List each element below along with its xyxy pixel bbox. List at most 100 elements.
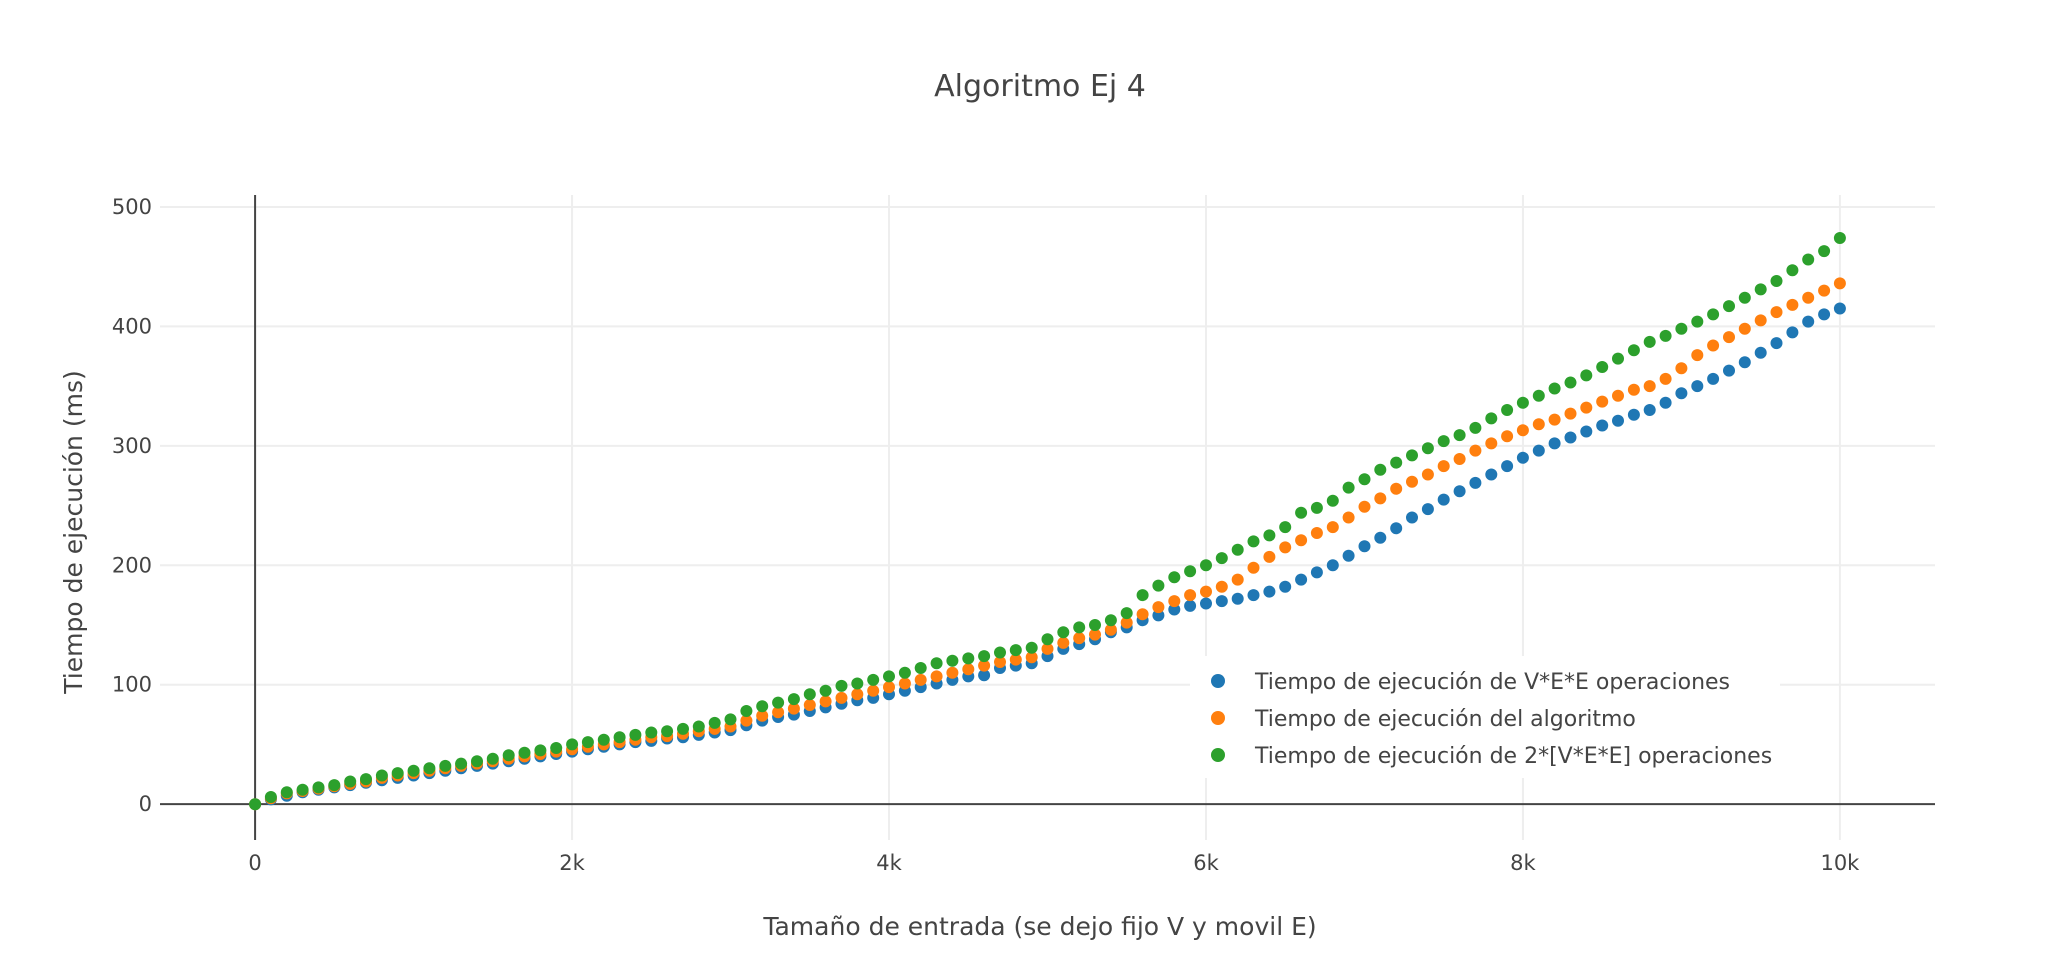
data-point[interactable]: [835, 691, 848, 704]
data-point[interactable]: [946, 654, 959, 667]
data-point[interactable]: [851, 688, 864, 701]
data-point[interactable]: [1358, 500, 1371, 513]
data-point[interactable]: [1279, 521, 1292, 534]
data-point[interactable]: [1627, 408, 1640, 421]
data-point[interactable]: [1310, 566, 1323, 579]
data-point[interactable]: [740, 705, 753, 717]
data-point[interactable]: [1215, 552, 1228, 565]
data-point[interactable]: [724, 713, 737, 726]
data-point[interactable]: [1707, 339, 1720, 352]
data-point[interactable]: [1057, 636, 1070, 649]
data-point[interactable]: [1612, 414, 1624, 427]
data-point[interactable]: [1437, 435, 1450, 448]
data-point[interactable]: [994, 646, 1006, 659]
data-point[interactable]: [851, 677, 864, 690]
data-point[interactable]: [1421, 468, 1434, 481]
data-point[interactable]: [581, 736, 594, 749]
data-point[interactable]: [1326, 559, 1339, 572]
data-point[interactable]: [1326, 494, 1339, 507]
data-point[interactable]: [803, 688, 816, 701]
data-point[interactable]: [819, 695, 832, 708]
legend-item[interactable]: Tiempo de ejecución de 2*[V*E*E] operaci…: [1211, 744, 1772, 769]
legend-item[interactable]: Tiempo de ejecución de V*E*E operaciones: [1211, 670, 1730, 695]
data-point[interactable]: [1532, 418, 1545, 431]
data-point[interactable]: [1406, 511, 1418, 524]
data-point[interactable]: [1342, 481, 1355, 494]
data-point[interactable]: [1310, 501, 1323, 514]
data-point[interactable]: [1548, 382, 1561, 395]
data-point[interactable]: [1770, 275, 1783, 287]
data-point[interactable]: [756, 709, 769, 722]
data-point[interactable]: [1643, 335, 1656, 348]
data-point[interactable]: [1390, 522, 1403, 535]
data-point[interactable]: [1152, 609, 1165, 622]
data-point[interactable]: [1009, 653, 1022, 666]
data-point[interactable]: [1516, 424, 1529, 437]
data-point[interactable]: [962, 663, 975, 676]
data-point[interactable]: [740, 714, 753, 727]
data-point[interactable]: [439, 759, 452, 772]
data-point[interactable]: [645, 726, 658, 739]
data-point[interactable]: [1231, 543, 1244, 556]
data-point[interactable]: [1659, 329, 1672, 342]
data-point[interactable]: [1041, 642, 1054, 655]
data-point[interactable]: [978, 659, 991, 672]
data-point[interactable]: [1723, 331, 1735, 344]
data-point[interactable]: [1374, 492, 1387, 505]
data-point[interactable]: [375, 769, 388, 782]
data-point[interactable]: [1707, 308, 1720, 321]
data-point[interactable]: [1754, 283, 1767, 296]
data-point[interactable]: [1723, 300, 1735, 313]
data-point[interactable]: [883, 681, 895, 694]
data-point[interactable]: [1691, 380, 1704, 393]
data-point[interactable]: [534, 744, 547, 757]
data-point[interactable]: [1596, 419, 1609, 432]
data-point[interactable]: [360, 773, 372, 786]
data-point[interactable]: [1263, 550, 1276, 563]
data-point[interactable]: [1580, 401, 1593, 414]
data-point[interactable]: [1120, 616, 1133, 629]
data-point[interactable]: [1469, 421, 1482, 434]
data-point[interactable]: [1295, 534, 1308, 547]
data-point[interactable]: [1421, 503, 1434, 516]
data-point[interactable]: [1089, 628, 1101, 641]
data-point[interactable]: [1596, 395, 1609, 408]
data-point[interactable]: [756, 700, 769, 713]
data-point[interactable]: [1548, 413, 1561, 426]
data-point[interactable]: [1501, 430, 1514, 443]
data-point[interactable]: [1802, 315, 1815, 328]
data-point[interactable]: [1342, 511, 1355, 524]
data-point[interactable]: [1184, 589, 1197, 602]
data-point[interactable]: [1516, 396, 1529, 409]
data-point[interactable]: [1168, 571, 1181, 584]
data-point[interactable]: [772, 706, 785, 719]
data-point[interactable]: [344, 775, 357, 788]
data-point[interactable]: [1786, 298, 1799, 311]
data-point[interactable]: [1406, 475, 1418, 488]
data-point[interactable]: [867, 684, 880, 697]
data-point[interactable]: [1770, 306, 1783, 319]
data-point[interactable]: [772, 696, 785, 709]
data-point[interactable]: [1770, 337, 1783, 350]
data-point[interactable]: [1516, 451, 1529, 464]
data-point[interactable]: [1564, 376, 1577, 389]
legend-item[interactable]: Tiempo de ejecución del algoritmo: [1211, 707, 1636, 732]
data-point[interactable]: [835, 679, 848, 692]
data-point[interactable]: [1802, 291, 1815, 304]
data-point[interactable]: [249, 798, 262, 811]
data-point[interactable]: [1453, 485, 1466, 498]
data-point[interactable]: [312, 781, 325, 794]
data-point[interactable]: [1057, 626, 1070, 639]
data-point[interactable]: [1136, 608, 1149, 621]
data-point[interactable]: [1833, 302, 1846, 315]
data-point[interactable]: [1818, 284, 1831, 297]
data-point[interactable]: [1184, 599, 1197, 612]
data-point[interactable]: [978, 650, 991, 663]
data-point[interactable]: [486, 752, 499, 765]
data-point[interactable]: [1200, 559, 1212, 572]
data-point[interactable]: [1073, 632, 1086, 645]
data-point[interactable]: [1485, 437, 1498, 450]
data-point[interactable]: [1643, 404, 1656, 416]
data-point[interactable]: [1279, 580, 1292, 593]
data-point[interactable]: [613, 731, 626, 744]
